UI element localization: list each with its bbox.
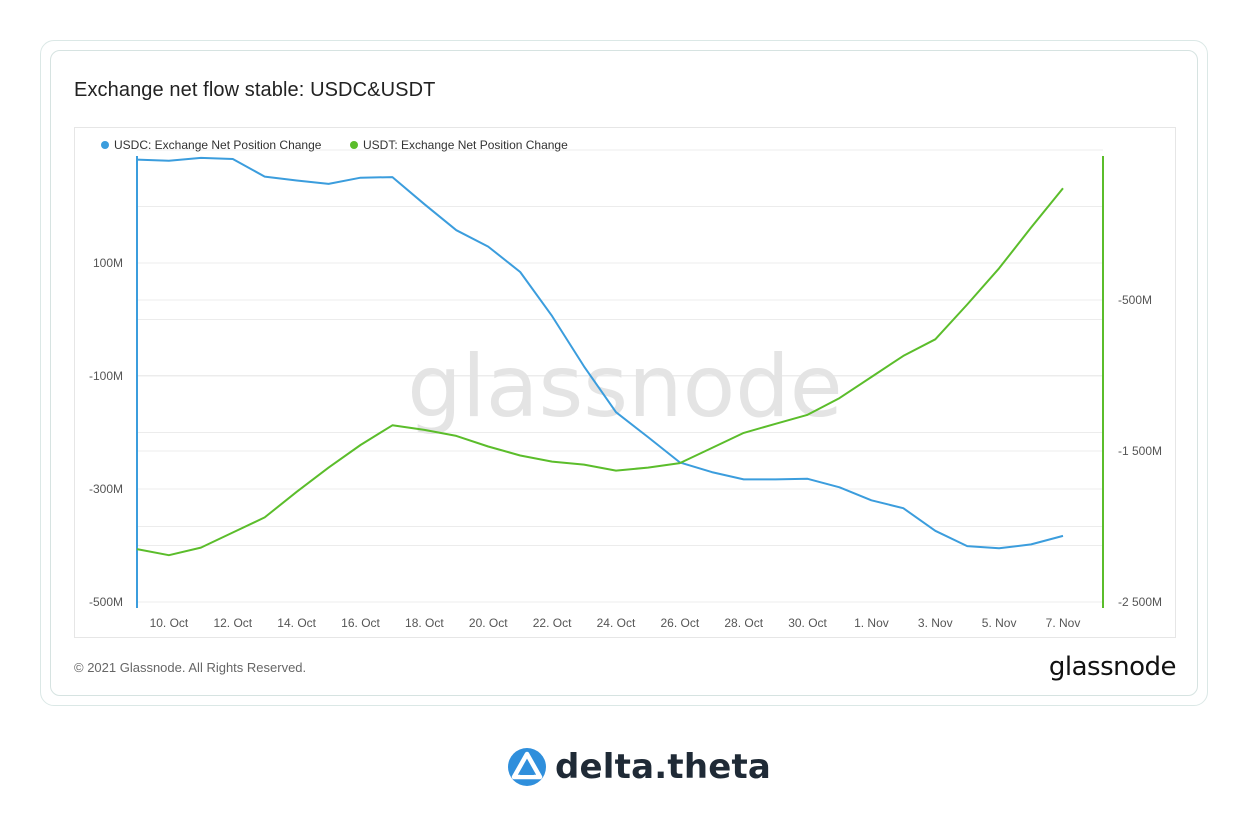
- usdc-series-line: [136, 156, 1064, 550]
- x-tick-label: 10. Oct: [150, 616, 189, 630]
- y-left-tick-label: 100M: [93, 256, 123, 270]
- delta-theta-logo-icon: [508, 748, 546, 786]
- x-tick-label: 28. Oct: [724, 616, 763, 630]
- line-chart: glassnode 100M -100M -300M -500M -500M -1 500…: [89, 138, 1162, 630]
- x-tick-label: 3. Nov: [918, 616, 953, 630]
- x-tick-label: 26. Oct: [660, 616, 699, 630]
- x-tick-label: 14. Oct: [277, 616, 316, 630]
- y-right-tick-label: -500M: [1118, 293, 1152, 307]
- watermark-text: glassnode: [407, 337, 842, 437]
- delta-theta-wordmark: delta.theta: [555, 747, 772, 787]
- delta-theta-logo[interactable]: delta.theta: [507, 745, 771, 789]
- x-tick-label: 24. Oct: [597, 616, 636, 630]
- legend-label: USDC: Exchange Net Position Change: [114, 138, 322, 152]
- x-tick-label: 12. Oct: [213, 616, 252, 630]
- y-right-tick-label: -2 500M: [1118, 595, 1162, 609]
- x-tick-label: 22. Oct: [533, 616, 572, 630]
- y-right-tick-label: -1 500M: [1118, 444, 1162, 458]
- chart-frame: glassnode 100M -100M -300M -500M -500M -1 500…: [74, 127, 1176, 638]
- legend-marker: [101, 141, 109, 149]
- x-tick-label: 1. Nov: [854, 616, 889, 630]
- x-tick-label: 20. Oct: [469, 616, 508, 630]
- grid-lines: [137, 149, 1103, 603]
- series: [136, 156, 1064, 557]
- usdt-series-line: [136, 187, 1064, 557]
- glassnode-logo[interactable]: glassnode: [1048, 652, 1177, 682]
- legend-label: USDT: Exchange Net Position Change: [363, 138, 568, 152]
- x-tick-label: 16. Oct: [341, 616, 380, 630]
- x-tick-label: 30. Oct: [788, 616, 827, 630]
- x-tick-label: 7. Nov: [1046, 616, 1081, 630]
- legend: USDC: Exchange Net Position Change USDT: …: [101, 138, 568, 152]
- y-left-tick-label: -100M: [89, 369, 123, 383]
- page-title: Exchange net flow stable: USDC&USDT: [74, 79, 436, 101]
- y-left-tick-label: -300M: [89, 482, 123, 496]
- x-tick-label: 5. Nov: [982, 616, 1017, 630]
- axes: 100M -100M -300M -500M -500M -1 500M -2 500M 10…: [89, 156, 1162, 630]
- copyright-text: © 2021 Glassnode. All Rights Reserved.: [74, 660, 307, 675]
- y-left-tick-label: -500M: [89, 595, 123, 609]
- legend-marker: [350, 141, 358, 149]
- x-tick-label: 18. Oct: [405, 616, 444, 630]
